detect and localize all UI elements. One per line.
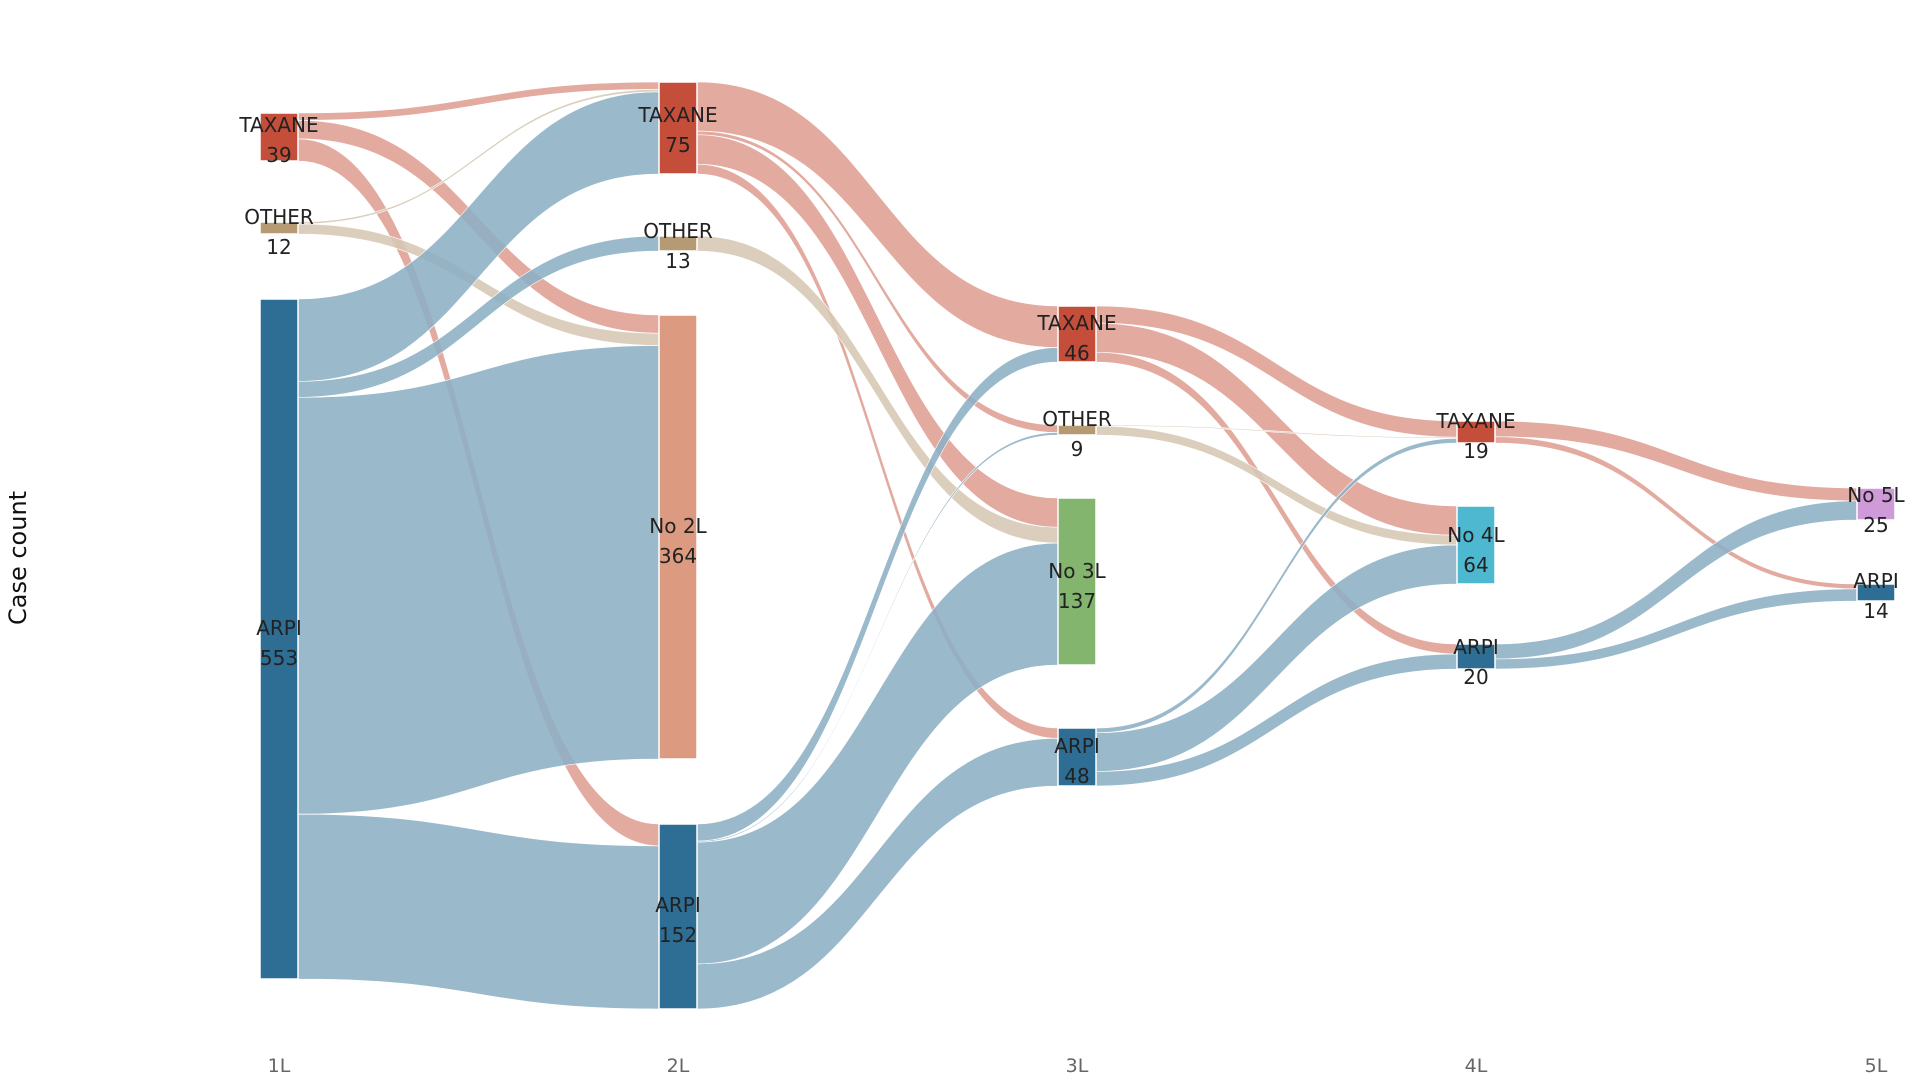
node-label-3L_TAXANE: TAXANE (1036, 311, 1116, 335)
node-label-5L_No: No 5L (1847, 483, 1905, 507)
node-2L_ARPI (658, 823, 698, 1010)
x-tick-label-2L: 2L (667, 1055, 690, 1077)
x-tick-label-5L: 5L (1865, 1055, 1888, 1077)
node-2L_TAXANE (658, 81, 698, 175)
link-4L_ARPI-to-5L_ARPI (1494, 588, 1858, 670)
node-value-2L_ARPI: 152 (659, 923, 697, 947)
node-value-2L_TAXANE: 75 (665, 133, 690, 157)
node-4L_TAXANE (1456, 420, 1496, 444)
node-value-3L_TAXANE: 46 (1064, 341, 1089, 365)
node-label-1L_ARPI: ARPI (256, 616, 302, 640)
node-label-5L_ARPI: ARPI (1853, 569, 1899, 593)
node-label-2L_No: No 2L (649, 514, 707, 538)
node-label-2L_OTHER: OTHER (643, 219, 713, 243)
node-value-2L_No: 364 (659, 544, 697, 568)
links-layer (297, 81, 1858, 1010)
node-label-2L_ARPI: ARPI (655, 893, 701, 917)
node-3L_OTHER (1057, 424, 1097, 436)
node-value-1L_OTHER: 12 (266, 235, 291, 259)
x-tick-label-1L: 1L (268, 1055, 291, 1077)
node-label-3L_ARPI: ARPI (1054, 734, 1100, 758)
link-4L_TAXANE-to-5L_No (1494, 420, 1858, 502)
node-label-4L_No: No 4L (1447, 523, 1505, 547)
x-tick-label-3L: 3L (1066, 1055, 1089, 1077)
node-3L_No (1057, 497, 1097, 666)
link-1L_ARPI-to-2L_ARPI (297, 813, 660, 1010)
node-3L_ARPI (1057, 727, 1097, 787)
node-value-3L_ARPI: 48 (1064, 764, 1089, 788)
node-4L_ARPI (1456, 643, 1496, 670)
node-label-3L_OTHER: OTHER (1042, 407, 1112, 431)
node-4L_No (1456, 505, 1496, 585)
node-label-2L_TAXANE: TAXANE (637, 103, 717, 127)
link-2L_TAXANE-to-3L_TAXANE (696, 81, 1059, 348)
node-value-4L_TAXANE: 19 (1463, 439, 1488, 463)
node-label-1L_OTHER: OTHER (244, 205, 314, 229)
node-value-1L_TAXANE: 39 (266, 143, 291, 167)
labels-layer: TAXANE 39 OTHER 12 ARPI 553 TAXANE 75 OTHER 13 No … (238, 103, 1905, 947)
node-label-4L_TAXANE: TAXANE (1435, 409, 1515, 433)
node-1L_OTHER (259, 221, 299, 235)
node-3L_TAXANE (1057, 305, 1097, 363)
node-value-2L_OTHER: 13 (665, 249, 690, 273)
y-axis-label: Case count (4, 491, 32, 625)
node-value-3L_No: 137 (1058, 589, 1096, 613)
node-value-1L_ARPI: 553 (260, 646, 298, 670)
node-2L_No (658, 314, 698, 760)
node-value-3L_OTHER: 9 (1071, 437, 1084, 461)
node-1L_ARPI (259, 298, 299, 980)
node-5L_ARPI (1856, 583, 1896, 602)
x-tick-label-4L: 4L (1465, 1055, 1488, 1077)
node-2L_OTHER (658, 235, 698, 252)
y-axis-label-container: Case count (2, 491, 42, 625)
node-5L_No (1856, 487, 1896, 521)
node-value-4L_No: 64 (1463, 553, 1488, 577)
node-value-5L_ARPI: 14 (1863, 599, 1888, 623)
node-label-4L_ARPI: ARPI (1453, 635, 1499, 659)
node-1L_TAXANE (259, 112, 299, 162)
link-1L_ARPI-to-2L_No (297, 345, 660, 815)
node-label-3L_No: No 3L (1048, 559, 1106, 583)
node-value-5L_No: 25 (1863, 513, 1888, 537)
node-value-4L_ARPI: 20 (1463, 665, 1488, 689)
nodes-layer (259, 81, 1896, 1010)
node-label-1L_TAXANE: TAXANE (238, 113, 318, 137)
